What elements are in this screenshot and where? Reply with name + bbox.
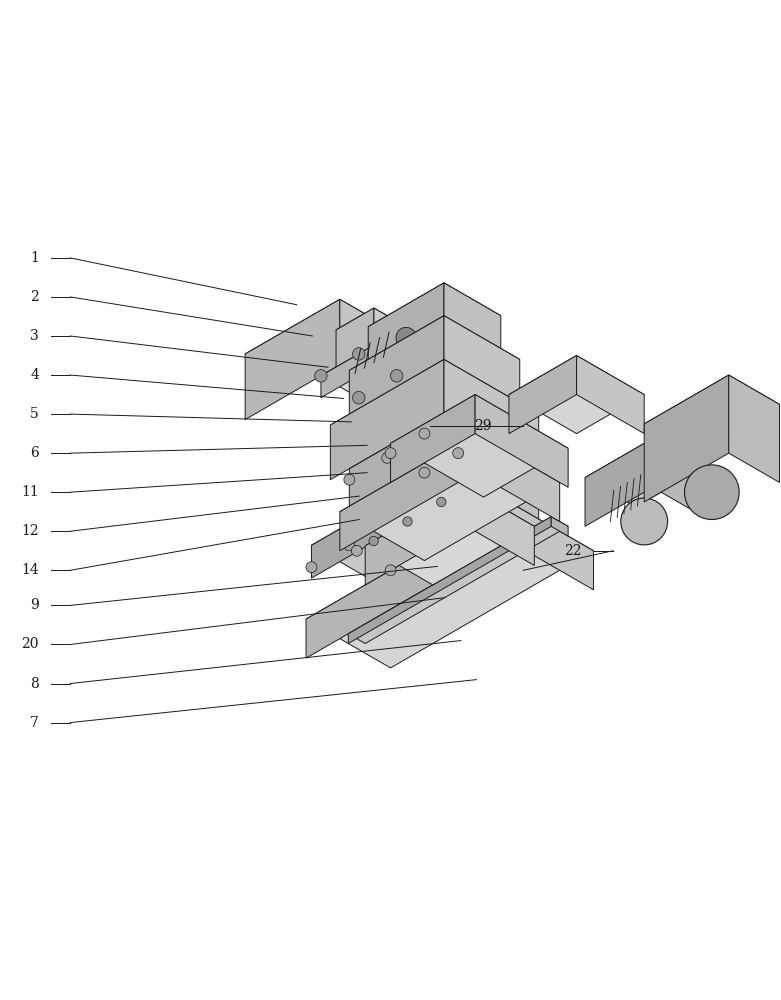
Polygon shape — [444, 359, 539, 469]
Circle shape — [344, 474, 355, 485]
Text: 22: 22 — [565, 544, 582, 558]
Polygon shape — [366, 487, 534, 585]
Polygon shape — [340, 434, 560, 561]
Circle shape — [453, 448, 464, 459]
Text: 3: 3 — [30, 329, 39, 343]
Circle shape — [352, 391, 365, 404]
Text: 14: 14 — [21, 563, 39, 577]
Polygon shape — [585, 438, 653, 526]
Polygon shape — [348, 517, 551, 644]
Polygon shape — [369, 283, 501, 359]
Polygon shape — [340, 434, 475, 551]
Polygon shape — [321, 343, 378, 398]
Polygon shape — [348, 517, 568, 644]
Polygon shape — [369, 283, 444, 381]
Polygon shape — [312, 469, 444, 578]
Polygon shape — [306, 502, 594, 668]
Polygon shape — [245, 299, 340, 420]
Polygon shape — [444, 469, 576, 578]
Polygon shape — [576, 356, 644, 434]
Polygon shape — [321, 343, 425, 403]
Circle shape — [470, 478, 480, 487]
Polygon shape — [729, 375, 779, 482]
Polygon shape — [349, 316, 444, 425]
Circle shape — [351, 545, 362, 556]
Circle shape — [396, 327, 416, 348]
Circle shape — [352, 348, 365, 360]
Polygon shape — [306, 502, 509, 658]
Text: 9: 9 — [30, 598, 39, 612]
Text: 8: 8 — [30, 677, 39, 691]
Polygon shape — [444, 283, 501, 370]
Polygon shape — [551, 517, 568, 536]
Polygon shape — [509, 502, 594, 590]
Text: 7: 7 — [30, 716, 39, 730]
Polygon shape — [349, 414, 539, 523]
Polygon shape — [509, 356, 576, 434]
Polygon shape — [340, 299, 387, 392]
Circle shape — [684, 465, 739, 520]
Circle shape — [419, 467, 430, 478]
Circle shape — [453, 526, 464, 537]
Polygon shape — [467, 487, 534, 565]
Polygon shape — [374, 308, 412, 374]
Circle shape — [437, 497, 446, 507]
Circle shape — [306, 562, 317, 573]
Polygon shape — [366, 487, 467, 585]
Polygon shape — [390, 395, 475, 482]
Text: 4: 4 — [30, 368, 39, 382]
Circle shape — [419, 428, 430, 439]
Polygon shape — [390, 395, 568, 497]
Circle shape — [621, 498, 668, 545]
Polygon shape — [444, 414, 539, 523]
Polygon shape — [585, 438, 704, 507]
Polygon shape — [475, 434, 560, 521]
Circle shape — [419, 474, 430, 485]
Polygon shape — [312, 469, 576, 622]
Circle shape — [385, 565, 396, 576]
Polygon shape — [349, 316, 519, 414]
Circle shape — [405, 427, 444, 466]
Circle shape — [382, 452, 393, 463]
Polygon shape — [330, 359, 539, 480]
Polygon shape — [336, 308, 412, 352]
Circle shape — [390, 370, 403, 382]
Circle shape — [385, 448, 396, 459]
Circle shape — [315, 370, 327, 382]
Circle shape — [369, 536, 378, 546]
Circle shape — [419, 506, 430, 517]
Text: 5: 5 — [30, 407, 39, 421]
Text: 2: 2 — [30, 290, 39, 304]
Text: 20: 20 — [22, 637, 39, 651]
Polygon shape — [330, 359, 444, 480]
Polygon shape — [644, 375, 729, 502]
Polygon shape — [475, 395, 568, 487]
Circle shape — [401, 573, 412, 584]
Polygon shape — [245, 299, 387, 381]
Text: 6: 6 — [30, 446, 39, 460]
Circle shape — [344, 540, 355, 551]
Polygon shape — [653, 438, 704, 517]
Polygon shape — [336, 308, 374, 374]
Polygon shape — [378, 343, 425, 392]
Polygon shape — [444, 316, 519, 414]
Circle shape — [382, 496, 393, 507]
Circle shape — [438, 551, 449, 562]
Circle shape — [382, 518, 393, 529]
Text: 1: 1 — [30, 251, 39, 265]
Polygon shape — [509, 356, 644, 434]
Circle shape — [385, 526, 396, 537]
Polygon shape — [644, 375, 779, 453]
Text: 29: 29 — [475, 419, 492, 433]
Circle shape — [403, 517, 412, 526]
Circle shape — [419, 545, 430, 556]
Circle shape — [363, 595, 374, 605]
Text: 12: 12 — [21, 524, 39, 538]
Text: 11: 11 — [21, 485, 39, 499]
Polygon shape — [349, 414, 444, 523]
